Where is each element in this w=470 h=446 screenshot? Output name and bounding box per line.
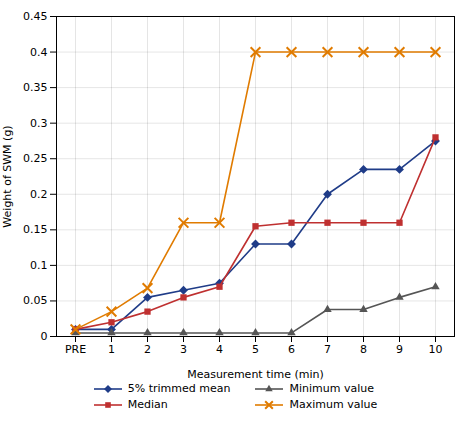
svg-text:4: 4: [216, 343, 223, 356]
html-text:Maximum value: Maximum value: [289, 398, 378, 411]
svg-text:0.25: 0.25: [23, 152, 48, 165]
html-text:Median: Median: [127, 398, 168, 411]
svg-text:2: 2: [144, 343, 151, 356]
html-text:Minimum value: Minimum value: [289, 382, 374, 395]
svg-text:8: 8: [360, 343, 367, 356]
svg-text:0.1: 0.1: [30, 259, 48, 272]
svg-text:0.35: 0.35: [23, 81, 48, 94]
svg-text:6: 6: [288, 343, 295, 356]
svg-text:0.3: 0.3: [30, 117, 48, 130]
svg-text:0: 0: [41, 330, 48, 343]
svg-text:5: 5: [252, 343, 259, 356]
svg-text:Measurement time (min): Measurement time (min): [187, 368, 324, 381]
svg-text:Weight of SWM (g): Weight of SWM (g): [1, 125, 14, 227]
svg-text:3: 3: [180, 343, 187, 356]
svg-text:1: 1: [108, 343, 115, 356]
svg-text:0.4: 0.4: [30, 46, 48, 59]
svg-text:0.05: 0.05: [23, 294, 48, 307]
svg-text:0.2: 0.2: [30, 188, 48, 201]
svg-text:10: 10: [429, 343, 443, 356]
svg-text:9: 9: [396, 343, 403, 356]
svg-text:0.15: 0.15: [23, 223, 48, 236]
svg-text:0.45: 0.45: [23, 10, 48, 23]
svg-text:PRE: PRE: [65, 343, 86, 356]
html-text:5% trimmed mean: 5% trimmed mean: [127, 382, 231, 395]
svg-text:7: 7: [324, 343, 331, 356]
